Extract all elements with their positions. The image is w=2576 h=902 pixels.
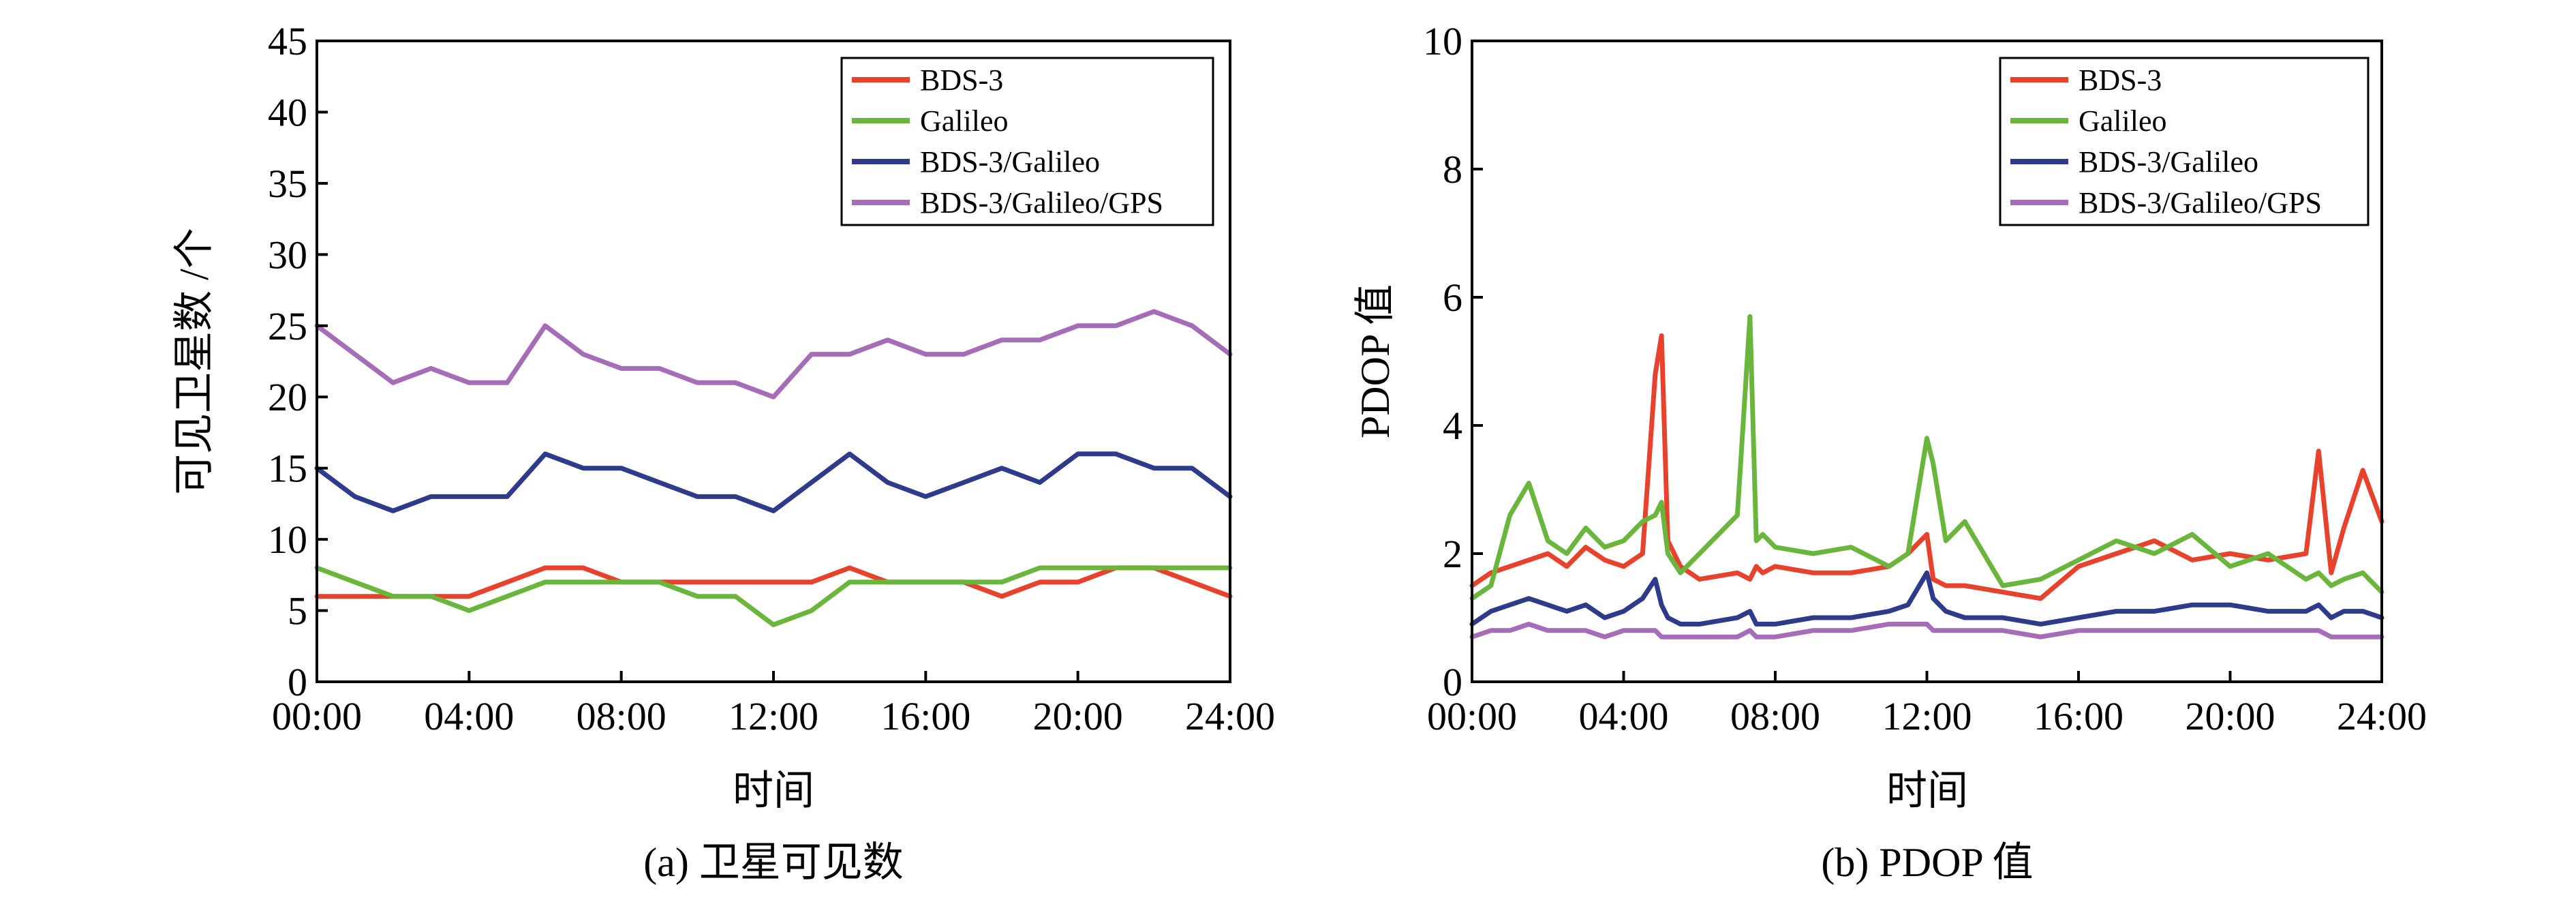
x-tick-label-b-0: 00:00 — [1427, 694, 1517, 738]
series-line-b-bds-3 — [1469, 333, 2385, 601]
series-line-b-galileo — [1469, 314, 2385, 601]
legend-label-a-3: BDS-3/Galileo/GPS — [920, 186, 1163, 220]
series-line-a-bds-3-galileo — [314, 451, 1233, 513]
x-axis-label-b: 时间 — [1886, 768, 1968, 813]
series-line-a-bds-3 — [314, 565, 1233, 599]
ticks-layer-a: 00:00 04:00 08:00 12:00 16:00 20:00 24:00 0 5 10 1… — [268, 19, 1275, 738]
x-tick-label-a-2: 08:00 — [577, 694, 666, 738]
x-tick-label-a-1: 04:00 — [424, 694, 514, 738]
x-tick-label-a-5: 20:00 — [1033, 694, 1123, 738]
legend-label-a-2: BDS-3/Galileo — [920, 145, 1100, 179]
legend-label-b-2: BDS-3/Galileo — [2079, 145, 2258, 179]
legend-label-b-1: Galileo — [2079, 104, 2167, 138]
y-tick-label-a-8: 40 — [268, 90, 307, 134]
legend-label-a-1: Galileo — [920, 104, 1009, 138]
x-tick-label-b-1: 04:00 — [1578, 694, 1668, 738]
y-tick-label-a-4: 20 — [268, 375, 307, 419]
x-tick-label-b-4: 16:00 — [2034, 694, 2123, 738]
legend-b: BDS-3 Galileo BDS-3/Galileo BDS-3/Galileo/G… — [1999, 57, 2370, 226]
y-tick-label-b-3: 6 — [1443, 275, 1462, 320]
chart-pdop: 00:00 04:00 08:00 12:00 16:00 20:00 24:00 0 2 4 6 8… — [1353, 19, 2427, 885]
x-tick-label-a-6: 24:00 — [1185, 694, 1275, 738]
x-tick-label-b-5: 20:00 — [2185, 694, 2275, 738]
y-tick-label-a-3: 15 — [268, 447, 307, 491]
x-tick-label-a-0: 00:00 — [272, 694, 362, 738]
chart-visible-satellites: 00:00 04:00 08:00 12:00 16:00 20:00 24:00 0 5 10 1… — [172, 19, 1275, 885]
y-axis-label-a: 可见卫星数 /个 — [172, 228, 217, 495]
series-line-b-bds-3-galileo-gps — [1469, 621, 2385, 640]
x-tick-label-a-3: 12:00 — [729, 694, 818, 738]
legend-label-b-0: BDS-3 — [2079, 63, 2162, 97]
x-axis-label-a: 时间 — [733, 768, 814, 813]
y-tick-label-a-2: 10 — [268, 517, 307, 562]
series-line-a-bds-3-galileo-gps — [314, 309, 1233, 400]
x-tick-label-b-6: 24:00 — [2337, 694, 2427, 738]
legend-a: BDS-3 Galileo BDS-3/Galileo BDS-3/Galileo/G… — [840, 57, 1214, 226]
y-tick-label-b-2: 4 — [1443, 404, 1462, 448]
legend-label-a-0: BDS-3 — [920, 63, 1003, 97]
x-tick-label-b-2: 08:00 — [1730, 694, 1820, 738]
series-layer-b — [1469, 314, 2385, 640]
y-tick-label-a-6: 30 — [268, 232, 307, 277]
ticks-layer-b: 00:00 04:00 08:00 12:00 16:00 20:00 24:00 0 2 4 6 8… — [1423, 19, 2427, 738]
series-layer-a — [314, 309, 1233, 627]
y-tick-label-a-9: 45 — [268, 19, 307, 63]
legend-box-b — [1999, 57, 2370, 226]
y-tick-label-a-5: 25 — [268, 304, 307, 348]
series-line-a-galileo — [314, 565, 1233, 627]
legend-label-b-3: BDS-3/Galileo/GPS — [2079, 186, 2322, 220]
x-tick-label-a-4: 16:00 — [880, 694, 970, 738]
y-tick-label-a-7: 35 — [268, 162, 307, 206]
y-tick-label-b-0: 0 — [1443, 660, 1462, 704]
series-line-b-bds-3-galileo — [1469, 570, 2385, 627]
y-tick-label-b-4: 8 — [1443, 147, 1462, 192]
caption-b: (b) PDOP 值 — [1821, 840, 2033, 885]
x-tick-label-b-3: 12:00 — [1882, 694, 1972, 738]
y-tick-label-b-5: 10 — [1423, 19, 1462, 63]
caption-a: (a) 卫星可见数 — [643, 840, 904, 885]
legend-box-a — [840, 57, 1214, 226]
y-tick-label-a-1: 5 — [288, 589, 307, 633]
y-axis-label-b: PDOP 值 — [1353, 284, 1398, 438]
y-tick-label-a-0: 0 — [288, 660, 307, 704]
y-tick-label-b-1: 2 — [1443, 532, 1462, 576]
